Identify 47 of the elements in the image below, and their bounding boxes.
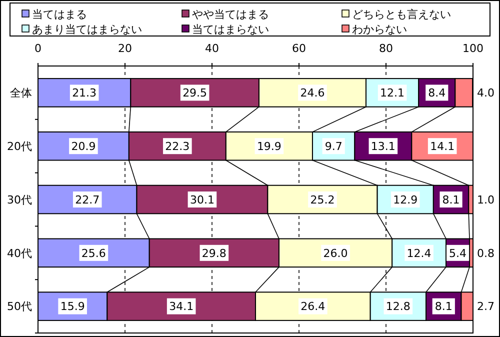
data-label: 34.1 xyxy=(169,300,194,314)
data-label: 2.7 xyxy=(477,300,494,314)
data-label: 19.9 xyxy=(256,140,282,153)
x-tick-label: 20 xyxy=(118,42,132,55)
legend-label: あまり当てはまらない xyxy=(32,22,142,36)
legend-label: わからない xyxy=(352,22,407,36)
data-label: 25.6 xyxy=(81,246,106,260)
data-label: 29.8 xyxy=(202,246,226,260)
data-label: 21.3 xyxy=(72,86,97,100)
x-tick-label: 100 xyxy=(462,42,484,55)
legend-label: 当てはまらない xyxy=(192,22,269,36)
data-label: 20.9 xyxy=(71,140,96,153)
data-label: 8.1 xyxy=(442,193,460,206)
data-label: 12.1 xyxy=(380,86,405,100)
data-label: 1.0 xyxy=(477,193,494,206)
data-label: 4.0 xyxy=(477,86,494,100)
x-tick-label: 40 xyxy=(205,42,219,55)
data-label: 8.4 xyxy=(428,86,446,100)
data-label: 5.4 xyxy=(449,246,467,260)
y-tick-label: 40代 xyxy=(7,246,32,260)
x-tick-label: 80 xyxy=(379,42,393,55)
y-tick-label: 20代 xyxy=(7,140,32,153)
y-tick-label: 全体 xyxy=(10,86,32,100)
data-label: 14.1 xyxy=(430,140,455,153)
data-label: 0.8 xyxy=(477,246,494,260)
data-label: 22.7 xyxy=(75,193,100,206)
data-label: 8.1 xyxy=(434,300,452,314)
data-label: 29.5 xyxy=(182,86,208,100)
x-tick-label: 60 xyxy=(292,42,306,55)
legend-label: 当てはまる xyxy=(32,8,87,21)
data-label: 15.9 xyxy=(60,300,85,314)
data-label: 25.2 xyxy=(310,193,335,206)
data-label: 30.1 xyxy=(190,193,214,206)
y-tick-label: 50代 xyxy=(7,300,32,314)
y-tick-label: 30代 xyxy=(7,193,32,206)
data-label: 12.8 xyxy=(386,300,410,314)
data-label: 12.4 xyxy=(406,246,432,260)
x-tick-label: 0 xyxy=(34,42,42,55)
legend-label: どちらとも言えない xyxy=(352,8,451,21)
data-label: 22.3 xyxy=(165,140,190,153)
data-label: 12.9 xyxy=(393,193,418,206)
data-label: 26.0 xyxy=(323,246,348,260)
data-label: 9.7 xyxy=(324,140,342,153)
data-label: 13.1 xyxy=(370,140,396,153)
data-label: 24.6 xyxy=(300,86,325,100)
data-label: 26.4 xyxy=(300,300,326,314)
legend-label: やや当てはまる xyxy=(192,8,269,21)
